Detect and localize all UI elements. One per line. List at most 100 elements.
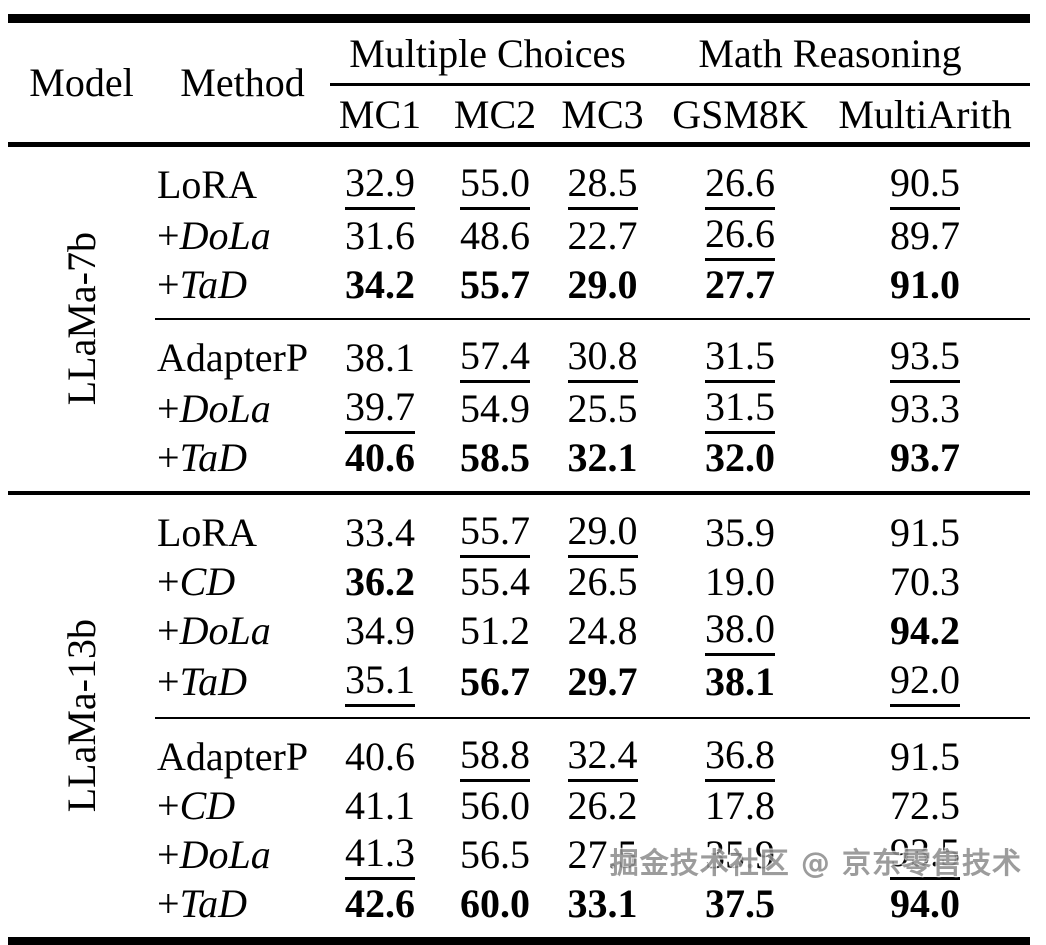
table-row: +CD 36.2 55.4 26.5 19.0 70.3: [8, 558, 1030, 605]
metric-value: 56.0: [460, 783, 530, 828]
metric-value-cell: 48.6: [430, 210, 560, 261]
metric-value-cell: 29.0: [560, 493, 645, 558]
metric-value: 91.5: [890, 510, 961, 555]
metric-value: 35.9: [705, 510, 776, 555]
metric-value: 31.5: [705, 335, 776, 383]
metric-value-cell: 91.0: [835, 261, 1016, 320]
model-label-text: LLaMa-7b: [58, 232, 104, 406]
metric-value-cell: 32.9: [330, 145, 430, 210]
metric-value-cell: 94.0: [835, 880, 1016, 945]
metric-value: 32.4: [567, 734, 638, 782]
col-header-gsm8k: GSM8K: [645, 84, 836, 147]
metric-value: 35.1: [345, 659, 415, 707]
metric-value-cell: 55.4: [430, 558, 560, 605]
method-name: TaD: [179, 262, 248, 307]
metric-value-cell: 35.1: [330, 656, 430, 719]
metric-value: 55.4: [460, 559, 530, 604]
method-cell: LoRA: [155, 493, 330, 558]
row-spacer: [1015, 434, 1031, 495]
metric-value-cell: 38.0: [645, 605, 835, 656]
metric-value: 37.5: [705, 881, 776, 926]
metric-value-cell: 56.0: [430, 782, 560, 829]
col-header-mc3: MC3: [560, 84, 646, 147]
metric-value: 93.5: [890, 832, 961, 880]
method-cell: AdapterP: [155, 319, 330, 383]
col-header-mc1: MC1: [330, 84, 430, 147]
metric-value-cell: 26.2: [560, 782, 645, 829]
metric-value: 56.5: [460, 832, 530, 877]
table-row: +DoLa 39.7 54.9 25.5 31.5 93.3: [8, 383, 1030, 434]
table-row: AdapterP 38.1 57.4 30.8 31.5 93.5: [8, 319, 1030, 383]
metric-value-cell: 89.7: [835, 210, 1015, 261]
col-header-multiarith: MultiArith: [835, 84, 1016, 147]
metric-value-cell: 41.3: [330, 829, 430, 880]
row-spacer: [1015, 782, 1030, 829]
metric-value-cell: 41.1: [330, 782, 430, 829]
metric-value-cell: 38.1: [645, 656, 836, 719]
metric-value: 34.2: [345, 262, 415, 307]
metric-value: 54.9: [460, 386, 530, 431]
metric-value-cell: 92.0: [835, 656, 1016, 719]
metric-value-cell: 56.7: [430, 656, 560, 719]
metric-value-cell: 55.7: [430, 493, 560, 558]
table-header: Model Method Multiple Choices Math Reaso…: [8, 14, 1031, 147]
table-row: LLaMa-7b LoRA 32.9 55.0 28.5 26.6 90.5: [8, 144, 1030, 495]
method-name: DoLa: [179, 386, 271, 431]
metric-value: 40.6: [345, 435, 415, 480]
metric-value-cell: 30.8: [560, 319, 645, 383]
header-group-row: Model Method Multiple Choices Math Reaso…: [8, 14, 1031, 147]
metric-value-cell: 17.8: [645, 782, 835, 829]
method-prefix: +: [157, 559, 180, 604]
metric-value-cell: 90.5: [835, 145, 1015, 210]
metric-value-cell: 39.7: [330, 383, 430, 434]
method-prefix: +: [157, 659, 180, 704]
metric-value: 30.8: [567, 335, 638, 383]
method-cell: AdapterP: [155, 718, 330, 782]
metric-value: 93.5: [890, 335, 961, 383]
metric-value-cell: 72.5: [835, 782, 1015, 829]
metric-value: 48.6: [460, 213, 530, 258]
metric-value: 19.0: [705, 559, 776, 604]
method-prefix: +: [157, 881, 180, 926]
metric-value-cell: 36.8: [645, 718, 835, 782]
metric-value: 28.5: [567, 162, 638, 210]
method-name: AdapterP: [157, 734, 309, 779]
metric-value: 55.7: [460, 262, 530, 307]
metric-value-cell: 27.7: [645, 261, 836, 320]
metric-value-cell: 38.1: [330, 319, 430, 383]
metric-value: 31.6: [345, 213, 415, 258]
metric-value: 17.8: [705, 783, 776, 828]
method-name: DoLa: [179, 213, 271, 258]
model-label: LLaMa-7b: [8, 144, 155, 495]
row-spacer: [1015, 718, 1030, 782]
method-name: AdapterP: [157, 335, 309, 380]
metric-value: 29.0: [567, 510, 638, 558]
metric-value: 90.5: [890, 162, 961, 210]
metric-value: 22.7: [567, 213, 638, 258]
metric-value-cell: 94.2: [835, 605, 1015, 656]
method-prefix: +: [157, 213, 180, 258]
table-body: LLaMa-7b LoRA 32.9 55.0 28.5 26.6 90.5 +DoLa 31.…: [8, 144, 1031, 945]
metric-value-cell: 42.6: [330, 880, 430, 945]
metric-value: 58.5: [460, 435, 530, 480]
metric-value-cell: 40.6: [330, 434, 430, 495]
metric-value-cell: 40.6: [330, 718, 430, 782]
table-row: +TaD 34.2 55.7 29.0 27.7 91.0: [8, 261, 1031, 320]
method-name: TaD: [179, 659, 248, 704]
method-prefix: +: [157, 783, 180, 828]
metric-value: 58.8: [460, 734, 530, 782]
metric-value-cell: 32.0: [645, 434, 836, 495]
metric-value: 91.0: [890, 262, 961, 307]
col-header-model: Model: [8, 14, 155, 147]
method-cell: +TaD: [155, 656, 330, 719]
model-label: LLaMa-13b: [8, 493, 155, 945]
metric-value-cell: 31.5: [645, 319, 835, 383]
metric-value-cell: 37.5: [645, 880, 836, 945]
metric-value-cell: 70.3: [835, 558, 1015, 605]
metric-value: 27.5: [567, 832, 638, 877]
metric-value: 72.5: [890, 783, 961, 828]
method-cell: +DoLa: [155, 605, 330, 656]
method-name: CD: [179, 783, 236, 828]
header-spacer: [1015, 14, 1031, 86]
method-name: LoRA: [157, 162, 257, 207]
